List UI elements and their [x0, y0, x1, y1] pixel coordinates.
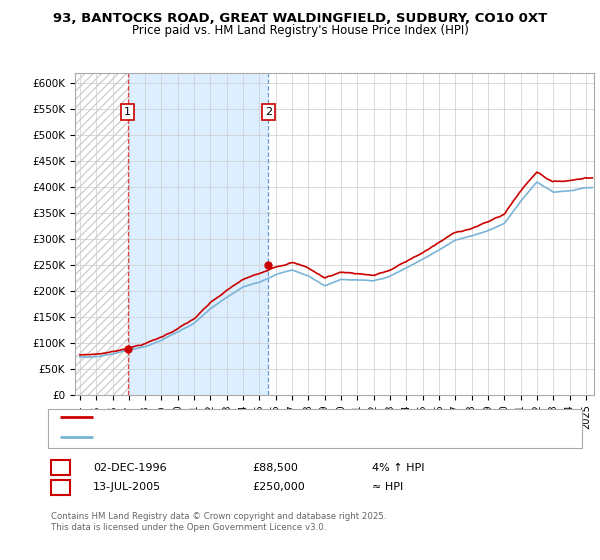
Text: £88,500: £88,500: [252, 463, 298, 473]
Text: HPI: Average price, detached house, Babergh: HPI: Average price, detached house, Babe…: [98, 432, 325, 442]
Text: 1: 1: [57, 461, 64, 474]
Text: 93, BANTOCKS ROAD, GREAT WALDINGFIELD, SUDBURY, CO10 0XT: 93, BANTOCKS ROAD, GREAT WALDINGFIELD, S…: [53, 12, 547, 25]
Text: 2: 2: [57, 480, 64, 494]
Text: 1: 1: [124, 107, 131, 116]
Text: ≈ HPI: ≈ HPI: [372, 482, 403, 492]
Text: 02-DEC-1996: 02-DEC-1996: [93, 463, 167, 473]
Text: Price paid vs. HM Land Registry's House Price Index (HPI): Price paid vs. HM Land Registry's House …: [131, 24, 469, 36]
Text: 93, BANTOCKS ROAD, GREAT WALDINGFIELD, SUDBURY, CO10 0XT (detached house): 93, BANTOCKS ROAD, GREAT WALDINGFIELD, S…: [98, 412, 523, 422]
Text: £250,000: £250,000: [252, 482, 305, 492]
Text: Contains HM Land Registry data © Crown copyright and database right 2025.
This d: Contains HM Land Registry data © Crown c…: [51, 512, 386, 532]
Text: 13-JUL-2005: 13-JUL-2005: [93, 482, 161, 492]
Text: 2: 2: [265, 107, 272, 116]
Bar: [268, 73, 594, 395]
Bar: [128, 73, 268, 395]
Text: 4% ↑ HPI: 4% ↑ HPI: [372, 463, 425, 473]
Bar: [75, 73, 128, 395]
